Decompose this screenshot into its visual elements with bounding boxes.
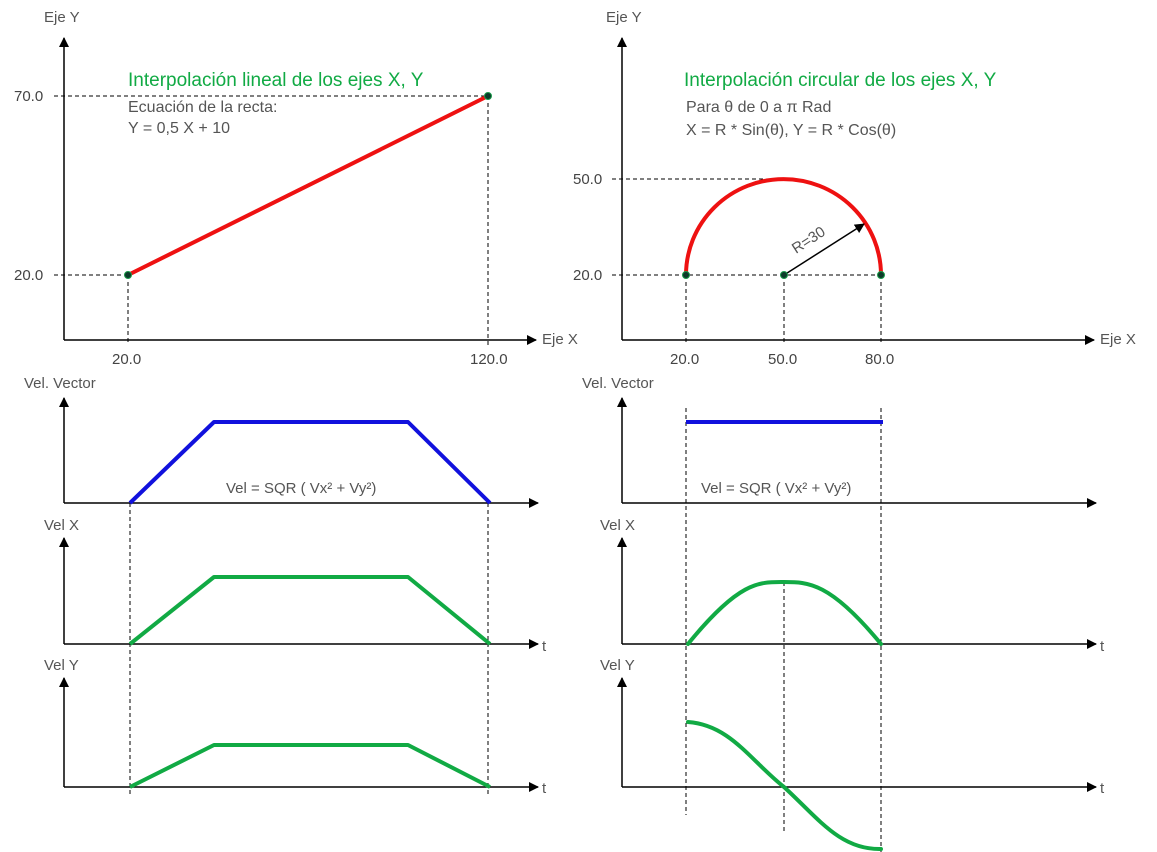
radius-label: R=30 (789, 223, 829, 257)
center-point (780, 271, 788, 279)
x-tick-20: 20.0 (112, 351, 141, 368)
vel-y-curve (686, 720, 883, 852)
x-tick-120: 120.0 (470, 351, 508, 368)
y-tick-70: 70.0 (14, 88, 43, 105)
circular-title: Interpolación circular de los ejes X, Y (684, 70, 997, 91)
vel-x-t-label: t (1100, 638, 1105, 655)
x-tick-50: 50.0 (768, 351, 797, 368)
vel-y-curve (129, 743, 491, 789)
y-axis-label: Eje Y (44, 9, 80, 26)
vel-y-t-label: t (542, 780, 547, 797)
circular-velocity-profiles: Vel. Vector Vel = SQR ( Vx² + Vy²) Vel X… (582, 375, 1105, 852)
end-point (484, 92, 492, 100)
start-point (124, 271, 132, 279)
x-tick-20: 20.0 (670, 351, 699, 368)
vel-y-t-label: t (1100, 780, 1105, 797)
x-axis-label: Eje X (1100, 331, 1136, 348)
vel-x-label: Vel X (44, 517, 79, 534)
note-line1: Para θ de 0 a π Rad (686, 99, 831, 116)
vel-x-label: Vel X (600, 517, 635, 534)
equation-line1: Ecuación de la recta: (128, 99, 277, 116)
linear-title: Interpolación lineal de los ejes X, Y (128, 70, 424, 91)
vel-vector-label: Vel. Vector (24, 375, 96, 392)
vel-x-curve (128, 575, 492, 646)
vel-vector-formula: Vel = SQR ( Vx² + Vy²) (226, 480, 376, 497)
x-tick-80: 80.0 (865, 351, 894, 368)
vel-x-curve (686, 579, 883, 646)
end-point (877, 271, 885, 279)
start-point (682, 271, 690, 279)
circular-path (684, 177, 883, 276)
vel-vector-curve (128, 420, 492, 505)
x-axis-label: Eje X (542, 331, 578, 348)
vel-y-label: Vel Y (600, 657, 635, 674)
y-axis-label: Eje Y (606, 9, 642, 26)
note-line2: X = R * Sin(θ), Y = R * Cos(θ) (686, 122, 896, 139)
y-tick-20: 20.0 (14, 267, 43, 284)
vel-x-t-label: t (542, 638, 547, 655)
vel-vector-formula: Vel = SQR ( Vx² + Vy²) (701, 480, 851, 497)
y-tick-20: 20.0 (573, 267, 602, 284)
y-tick-50: 50.0 (573, 171, 602, 188)
linear-path (127, 94, 489, 277)
linear-xy-plot: Eje Y Eje X 70.0 20.0 20.0 120.0 Interpo… (14, 9, 578, 368)
linear-velocity-profiles: Vel. Vector Vel = SQR ( Vx² + Vy²) Vel X… (24, 375, 547, 797)
vel-vector-label: Vel. Vector (582, 375, 654, 392)
vel-y-label: Vel Y (44, 657, 79, 674)
equation-line2: Y = 0,5 X + 10 (128, 120, 230, 137)
radius-arrow (783, 223, 865, 276)
circular-xy-plot: Eje Y Eje X 50.0 20.0 20.0 50.0 80.0 R=3… (573, 9, 1136, 368)
